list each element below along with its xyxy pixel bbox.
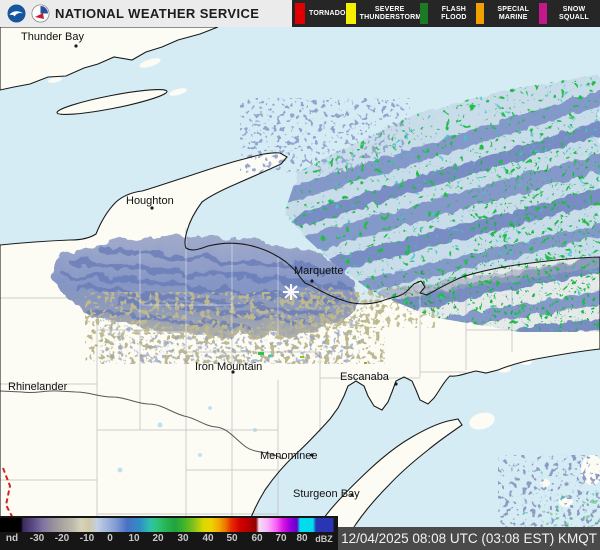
tick-0: 0 <box>107 533 113 544</box>
tick--30: -30 <box>29 533 45 544</box>
tick-nd: nd <box>5 533 19 544</box>
tick-70: 70 <box>275 533 287 544</box>
tick-40: 40 <box>202 533 214 544</box>
timestamp-text: 12/04/2025 08:08 UTC (03:08 EST) KMQT <box>341 531 597 546</box>
legend-flash-flood: FLASH FLOOD <box>419 3 476 24</box>
timestamp-bar: 12/04/2025 08:08 UTC (03:08 EST) KMQT <box>338 527 600 550</box>
city-label-sturgeon-bay: Sturgeon Bay <box>293 488 360 500</box>
tornado-color-swatch <box>295 3 305 24</box>
radar-map-svg <box>0 27 600 550</box>
legend-severe-thunderstorm: SEVERE THUNDERSTORM <box>345 3 422 24</box>
flash-flood-color-swatch <box>419 3 429 24</box>
colorbar-unit: dBZ <box>315 534 333 544</box>
colorbar-gradient <box>0 518 335 532</box>
special-marine-color-swatch <box>475 3 484 24</box>
colorbar-ticks: nd -30 -20 -10 0 10 20 30 40 50 60 70 80… <box>0 533 338 549</box>
city-label-marquette: Marquette <box>294 265 344 277</box>
legend-label: FLASH FLOOD <box>441 5 467 21</box>
legend-label: SNOW SQUALL <box>559 5 589 21</box>
severe-thunderstorm-color-swatch <box>345 3 356 24</box>
legend-label: SPECIAL MARINE <box>497 5 530 21</box>
tick-10: 10 <box>128 533 140 544</box>
legend-special-marine: SPECIAL MARINE <box>475 3 539 24</box>
city-label-escanaba: Escanaba <box>340 371 389 383</box>
legend-label: TORNADO <box>309 9 346 17</box>
legend-snow-squall: SNOW SQUALL <box>538 3 597 24</box>
legend-tornado: TORNADO <box>295 3 346 24</box>
city-label-rhinelander: Rhinelander <box>8 381 68 393</box>
tick--10: -10 <box>79 533 95 544</box>
radar-echo-small-cells <box>258 352 367 364</box>
tick-60: 60 <box>251 533 263 544</box>
county-borders-overlay <box>95 238 421 336</box>
city-label-thunder-bay: Thunder Bay <box>21 31 84 43</box>
radar-map-canvas[interactable] <box>0 27 600 550</box>
tick-80: 80 <box>296 533 308 544</box>
nws-logo <box>31 4 50 23</box>
header-bar: NATIONAL WEATHER SERVICE TORNADO SEVERE … <box>0 0 600 27</box>
city-markers <box>74 44 398 497</box>
state-boundary-line <box>0 390 284 460</box>
city-label-houghton: Houghton <box>126 195 174 207</box>
noaa-logo <box>7 4 26 23</box>
snow-squall-color-swatch <box>538 3 548 24</box>
legend-label: SEVERE THUNDERSTORM <box>359 5 422 21</box>
reflectivity-colorbar: nd -30 -20 -10 0 10 20 30 40 50 60 70 80… <box>0 516 338 550</box>
hazard-legend: TORNADO SEVERE THUNDERSTORM FLASH FLOOD … <box>292 0 600 27</box>
city-label-menominee: Menominee <box>260 450 318 462</box>
tick-50: 50 <box>226 533 238 544</box>
tick-20: 20 <box>152 533 164 544</box>
city-label-iron-mountain: Iron Mountain <box>195 361 263 373</box>
tick-30: 30 <box>177 533 189 544</box>
site-title: NATIONAL WEATHER SERVICE <box>55 6 260 21</box>
radar-location-star <box>283 284 299 300</box>
nws-brand: NATIONAL WEATHER SERVICE <box>0 0 292 27</box>
tick--20: -20 <box>54 533 70 544</box>
